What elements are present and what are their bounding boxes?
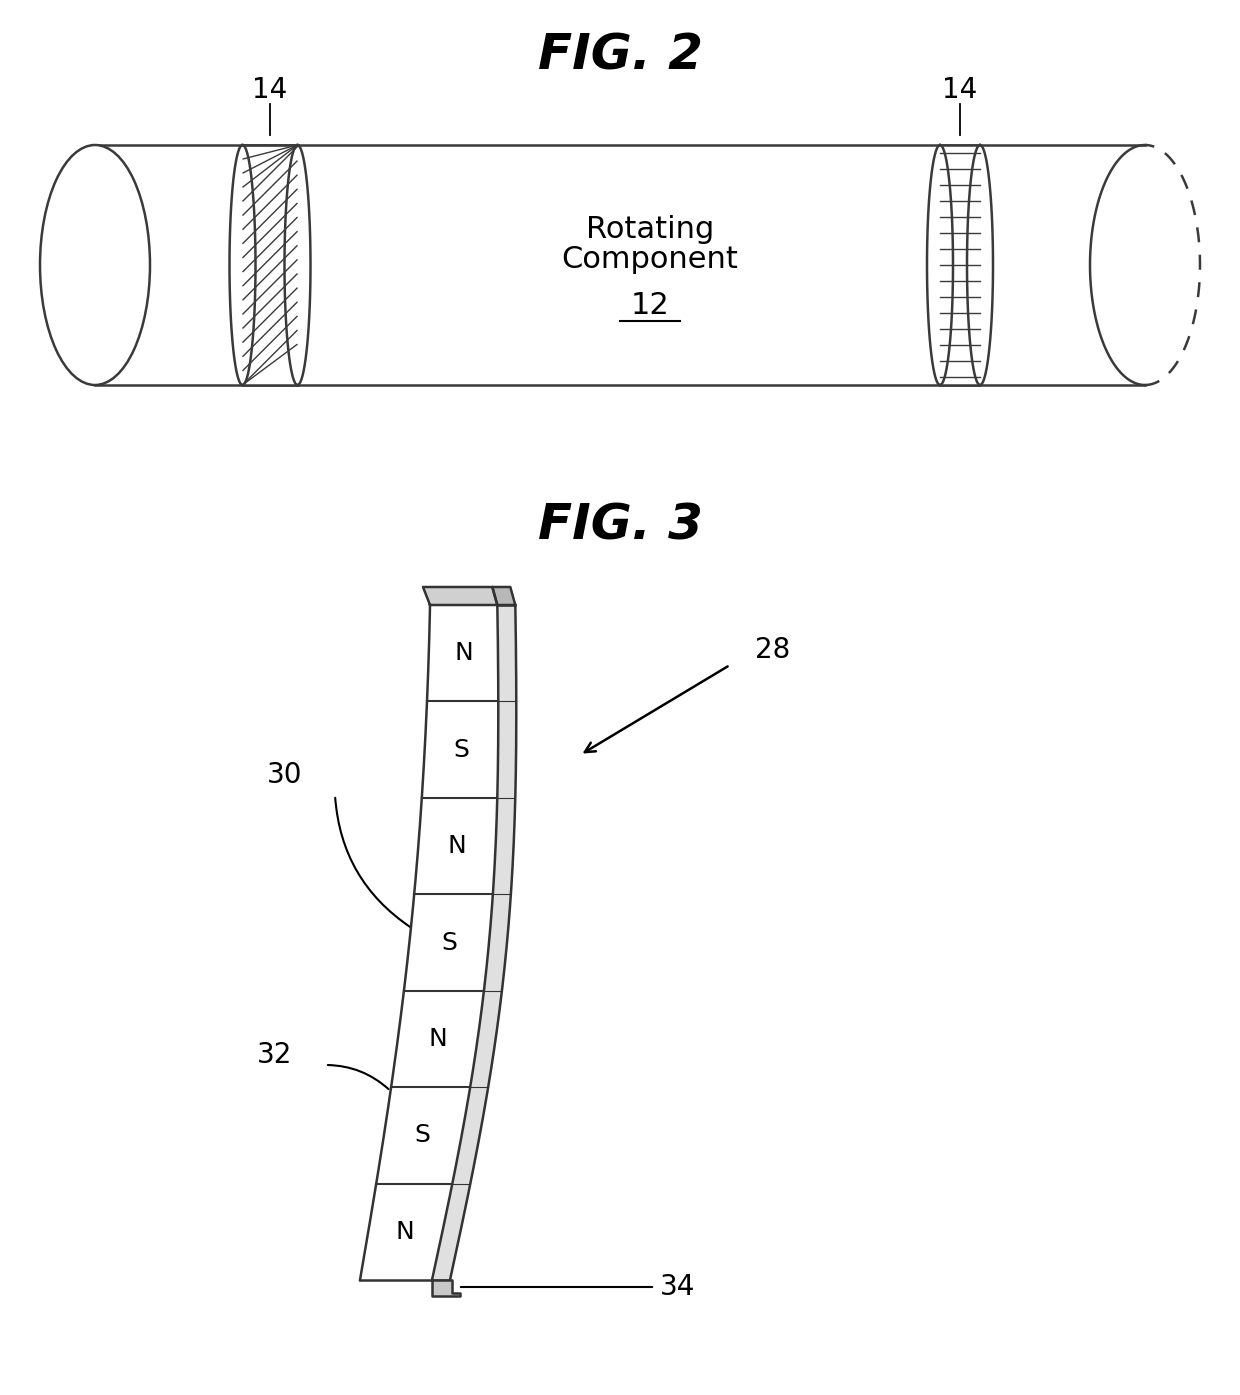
Text: N: N [428,1027,448,1050]
Text: S: S [441,930,458,954]
Text: 14: 14 [942,75,977,105]
Text: 28: 28 [755,636,790,664]
Bar [243,145,298,385]
Text: Rotating: Rotating [585,215,714,244]
Text: N: N [454,642,472,665]
Text: N: N [448,834,466,858]
Ellipse shape [40,145,150,385]
Text: 34: 34 [660,1274,696,1302]
Bar [940,145,980,385]
Text: Component: Component [562,246,739,275]
Polygon shape [492,587,516,605]
Polygon shape [432,605,516,1281]
Text: FIG. 2: FIG. 2 [538,31,702,80]
Text: FIG. 3: FIG. 3 [538,501,702,550]
Text: N: N [396,1219,414,1244]
Polygon shape [423,587,497,605]
Polygon shape [360,605,498,1281]
Text: S: S [454,738,469,762]
Text: 14: 14 [253,75,288,105]
Text: 12: 12 [631,290,670,319]
Text: S: S [415,1123,430,1147]
Text: 32: 32 [258,1041,293,1069]
Text: 30: 30 [268,762,303,790]
Polygon shape [432,1281,460,1296]
